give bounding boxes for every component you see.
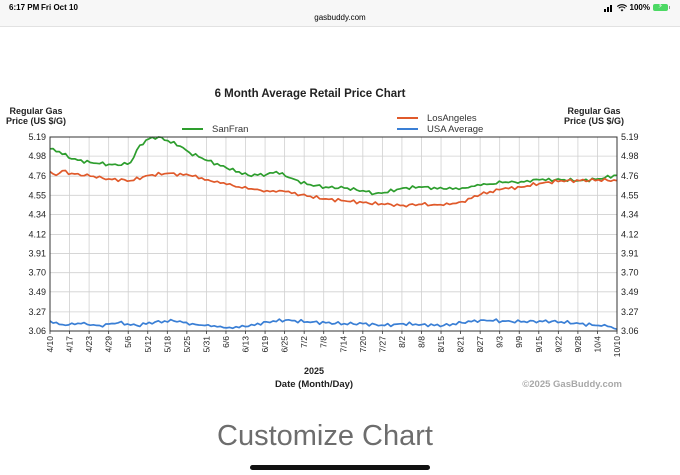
y-tick-label-right: 4.12: [621, 229, 639, 239]
x-tick-label: 5/18: [162, 336, 172, 353]
x-tick-label: 10/10: [612, 336, 622, 358]
x-tick-label: 5/6: [123, 336, 133, 348]
status-bar: 6:17 PM Fri Oct 10 gasbuddy.com 100% ⚡: [0, 0, 680, 27]
x-tick-label: 9/22: [553, 336, 563, 353]
x-tick-label: 8/8: [416, 336, 426, 348]
plot-frame: [49, 136, 618, 332]
customize-chart-link[interactable]: Customize Chart: [217, 420, 433, 452]
x-tick-label: 4/23: [84, 336, 94, 353]
x-tick-label: 8/27: [475, 336, 485, 353]
grid-lines: [49, 136, 618, 334]
y-axis-label-right-line1: Regular Gas: [567, 106, 620, 116]
y-tick-label-right: 3.70: [621, 268, 639, 278]
x-tick-labels: 4/10 4/17 4/23 4/29 5/6 5/12 5/18 5/25 5/31 6/6 6/…: [45, 336, 622, 358]
x-tick-label: 4/29: [104, 336, 114, 353]
battery-percent: 100%: [629, 3, 650, 12]
y-tick-label-left: 3.91: [28, 249, 46, 259]
copyright-text: ©2025 GasBuddy.com: [522, 379, 622, 390]
x-tick-label: 6/19: [260, 336, 270, 353]
y-tick-label-right: 5.19: [621, 132, 639, 142]
y-tick-label-right: 4.98: [621, 151, 639, 161]
wifi-icon: [616, 3, 627, 11]
chart-title: 6 Month Average Retail Price Chart: [215, 88, 406, 100]
y-tick-labels: 5.19 5.19 4.98 4.98 4.76 4.76 4.55 4.55 4.34 4.34…: [28, 132, 638, 336]
y-tick-label-left: 3.06: [28, 326, 46, 336]
y-tick-label-left: 4.98: [28, 151, 46, 161]
x-tick-label: 10/4: [592, 336, 602, 353]
x-tick-label: 7/27: [377, 336, 387, 353]
price-chart-svg: 6 Month Average Retail Price Chart Regul…: [6, 88, 639, 390]
y-tick-label-right: 3.91: [621, 249, 639, 259]
y-tick-label-left: 4.76: [28, 171, 46, 181]
y-tick-label-left: 4.34: [28, 209, 46, 219]
status-time: 6:17 PM: [9, 3, 40, 12]
legend-label-usa-average: USA Average: [427, 124, 483, 135]
y-tick-label-right: 4.34: [621, 209, 639, 219]
series-lines: [49, 136, 618, 331]
battery-charging-icon: ⚡: [653, 3, 670, 11]
y-tick-label-left: 4.12: [28, 229, 46, 239]
y-tick-label-left: 3.49: [28, 287, 46, 297]
x-axis-year-label: 2025: [304, 366, 324, 376]
x-tick-label: 7/14: [338, 336, 348, 353]
y-axis-label-right-line2: Price (US $/G): [564, 116, 624, 126]
x-tick-label: 6/6: [221, 336, 231, 348]
x-tick-label: 6/13: [241, 336, 251, 353]
x-tick-label: 9/28: [573, 336, 583, 353]
x-tick-label: 4/10: [45, 336, 55, 353]
x-tick-label: 8/21: [456, 336, 466, 353]
x-tick-label: 9/15: [534, 336, 544, 353]
x-tick-label: 8/15: [436, 336, 446, 353]
x-tick-label: 5/31: [201, 336, 211, 353]
legend-label-sanfran: SanFran: [212, 124, 248, 135]
legend: SanFran LosAngeles USA Average: [182, 113, 483, 135]
x-tick-label: 9/3: [495, 336, 505, 348]
series-line-usa-average: [49, 318, 618, 331]
x-tick-label: 7/8: [319, 336, 329, 348]
home-indicator: [250, 465, 430, 470]
status-indicators: 100% ⚡: [603, 3, 670, 12]
y-axis-label-left-line2: Price (US $/G): [6, 116, 66, 126]
y-tick-label-left: 3.27: [28, 307, 46, 317]
y-tick-label-left: 4.55: [28, 190, 46, 200]
series-line-sanfran: [49, 136, 618, 196]
y-tick-label-right: 3.49: [621, 287, 639, 297]
status-date: Fri Oct 10: [41, 3, 78, 12]
cellular-signal-icon: [603, 4, 612, 12]
x-tick-label: 6/25: [280, 336, 290, 353]
address-bar-url[interactable]: gasbuddy.com: [314, 13, 366, 22]
series-line-losangeles: [49, 169, 618, 208]
x-axis-label: Date (Month/Day): [275, 379, 353, 390]
x-tick-label: 4/17: [65, 336, 75, 353]
x-tick-label: 7/2: [299, 336, 309, 348]
legend-label-losangeles: LosAngeles: [427, 113, 477, 124]
x-tick-label: 7/20: [358, 336, 368, 353]
y-tick-label-right: 3.06: [621, 326, 639, 336]
x-tick-label: 5/25: [182, 336, 192, 353]
y-tick-label-right: 4.76: [621, 171, 639, 181]
y-tick-label-left: 5.19: [28, 132, 46, 142]
y-axis-label-left-line1: Regular Gas: [9, 106, 62, 116]
price-chart: 6 Month Average Retail Price Chart Regul…: [0, 60, 680, 400]
x-tick-label: 9/9: [514, 336, 524, 348]
x-tick-label: 8/2: [397, 336, 407, 348]
x-tick-label: 5/12: [143, 336, 153, 353]
y-tick-label-right: 4.55: [621, 190, 639, 200]
y-tick-label-right: 3.27: [621, 307, 639, 317]
y-tick-label-left: 3.70: [28, 268, 46, 278]
